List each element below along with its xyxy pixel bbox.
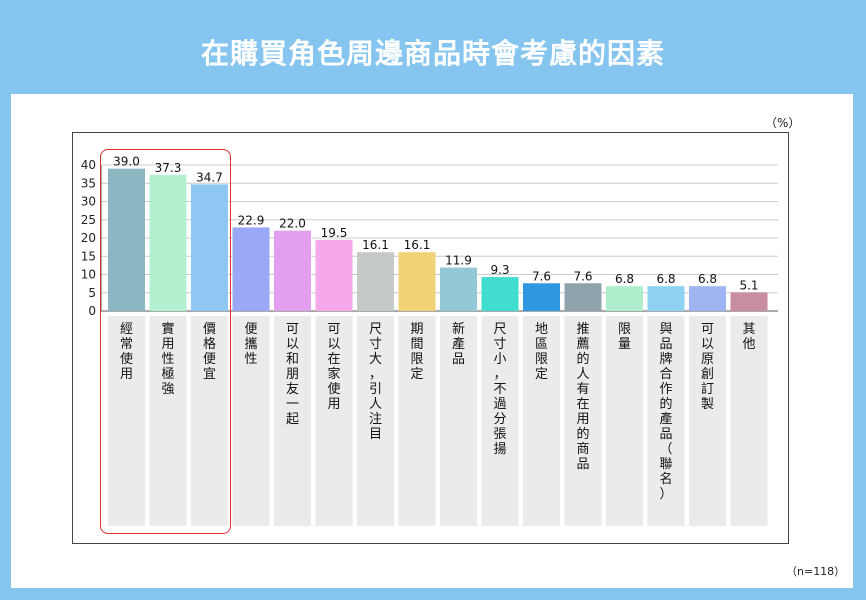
- bar: [647, 286, 685, 311]
- y-axis-unit: （%）: [765, 116, 801, 130]
- plot-area: 0 5 10 15 20 25 30 35 40 39.0 經常使用 37.3 實用性極強 34.7 價格便…: [72, 132, 789, 544]
- category-label-bg: [232, 316, 270, 526]
- x-tick-label: 實用性極強: [161, 321, 174, 397]
- x-tick-label: 尺寸小，不過分張揚: [493, 322, 506, 457]
- data-label: 22.0: [279, 217, 306, 231]
- data-label: 6.8: [698, 272, 717, 286]
- bar: [191, 184, 228, 311]
- y-tick-label: 20: [81, 231, 96, 245]
- y-tick-label: 0: [88, 304, 96, 318]
- category-label-bg: [357, 316, 394, 526]
- y-tick-label: 40: [81, 158, 96, 172]
- data-label: 39.0: [113, 155, 140, 169]
- x-tick-label: 地區限定: [535, 322, 548, 382]
- data-label: 16.1: [362, 238, 389, 252]
- data-label: 5.1: [739, 278, 758, 292]
- x-tick-label: 限量: [618, 322, 631, 352]
- category-label-bg: [606, 316, 643, 526]
- category-label-bg: [647, 316, 685, 526]
- category-label-bg: [481, 316, 519, 526]
- bar: [730, 292, 768, 311]
- y-tick-label: 35: [81, 176, 96, 190]
- bar: [481, 277, 519, 311]
- x-tick-label: 其他: [742, 322, 755, 352]
- bar: [149, 174, 187, 311]
- data-label: 7.6: [532, 269, 551, 283]
- bar: [274, 230, 311, 311]
- bar-chart: 0 5 10 15 20 25 30 35 40 39.0 經常使用 37.3 實用性極強 34.7 價格便…: [81, 155, 778, 526]
- data-label: 11.9: [445, 254, 472, 268]
- bar: [232, 227, 270, 311]
- y-tick-label: 10: [81, 268, 96, 282]
- data-label: 6.8: [615, 272, 634, 286]
- category-label-bg: [274, 316, 311, 526]
- bar: [440, 267, 477, 311]
- x-tick-label: 可以和朋友一起: [286, 322, 299, 427]
- category-label-bg: [730, 316, 768, 526]
- data-label: 37.3: [155, 161, 182, 175]
- category-label-bg: [523, 316, 560, 526]
- x-tick-label: 經常使用: [120, 322, 133, 382]
- x-tick-label: 可以原創訂製: [701, 322, 714, 412]
- category-label-bg: [191, 316, 228, 526]
- data-label: 34.7: [196, 170, 223, 184]
- x-tick-label: 新產品: [452, 321, 465, 367]
- category-label-bg: [149, 316, 187, 526]
- data-label: 7.6: [573, 269, 592, 283]
- y-tick-label: 25: [81, 213, 96, 227]
- bar: [315, 239, 353, 311]
- y-tick-label: 30: [81, 195, 96, 209]
- data-label: 19.5: [321, 226, 348, 240]
- x-tick-label: 與品牌合作的產品（聯名）: [659, 322, 672, 502]
- bar: [357, 252, 394, 311]
- x-tick-label: 尺寸大，引人注目: [369, 322, 382, 442]
- y-tick-label: 15: [81, 249, 96, 263]
- data-label: 16.1: [404, 238, 431, 252]
- x-tick-label: 便攜性: [244, 322, 257, 367]
- category-label-bg: [440, 316, 477, 526]
- x-tick-label: 推薦的人有在用的商品: [576, 322, 589, 472]
- bar: [606, 286, 643, 311]
- category-label-bg: [398, 316, 436, 526]
- sample-size-note: （n=118）: [786, 565, 846, 578]
- bar: [398, 252, 436, 311]
- bar: [689, 286, 726, 311]
- highlight-frame: [100, 149, 231, 534]
- data-label: 6.8: [656, 272, 675, 286]
- x-tick-label: 可以在家使用: [327, 322, 340, 412]
- category-label-bg: [315, 316, 353, 526]
- x-tick-label: 價格便宜: [203, 322, 216, 382]
- category-label-bg: [689, 316, 726, 526]
- bar: [523, 283, 560, 311]
- data-label: 22.9: [238, 213, 265, 227]
- category-label-bg: [564, 316, 602, 526]
- category-label-bg: [108, 316, 145, 526]
- y-tick-label: 5: [88, 286, 96, 300]
- bar: [564, 283, 602, 311]
- bar: [108, 168, 145, 311]
- data-label: 9.3: [490, 263, 509, 277]
- x-tick-label: 期間限定: [410, 322, 423, 382]
- page-title: 在購買角色周邊商品時會考慮的因素: [200, 37, 665, 70]
